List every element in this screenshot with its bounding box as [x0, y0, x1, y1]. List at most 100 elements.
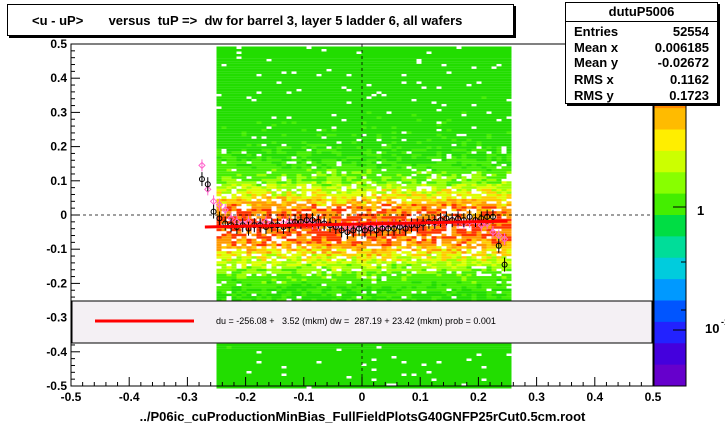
density-cell	[396, 246, 402, 249]
density-cell	[266, 228, 272, 232]
density-cell	[291, 168, 297, 172]
density-cell	[216, 151, 222, 154]
density-cell	[311, 116, 317, 119]
density-cell	[341, 298, 347, 302]
density-cell	[391, 288, 397, 292]
density-cell	[246, 83, 252, 87]
density-cell	[301, 171, 307, 174]
density-cell	[226, 358, 232, 361]
density-cell	[356, 376, 362, 379]
density-cell	[266, 296, 272, 299]
density-cell	[246, 368, 252, 371]
density-cell	[381, 361, 387, 364]
density-cell	[336, 233, 342, 237]
density-cell	[296, 173, 302, 177]
density-cell	[396, 131, 402, 134]
density-cell	[386, 208, 392, 212]
density-cell	[306, 118, 312, 122]
density-cell	[361, 378, 367, 381]
density-cell	[276, 121, 282, 124]
density-cell	[371, 73, 377, 77]
density-cell	[326, 54, 332, 57]
density-cell	[311, 358, 317, 361]
density-cell	[386, 46, 392, 49]
density-cell	[366, 201, 372, 204]
density-cell	[316, 98, 322, 102]
density-cell	[216, 238, 222, 242]
density-cell	[266, 123, 272, 127]
density-cell	[236, 54, 242, 57]
density-cell	[406, 193, 412, 197]
density-cell	[241, 196, 247, 199]
density-cell	[341, 351, 347, 354]
density-cell	[361, 128, 367, 132]
density-cell	[256, 168, 262, 172]
density-cell	[361, 346, 367, 349]
density-cell	[281, 83, 287, 87]
density-cell	[371, 293, 377, 297]
density-cell	[296, 86, 302, 89]
density-cell	[331, 371, 337, 374]
density-cell	[406, 371, 412, 374]
density-cell	[336, 93, 342, 97]
density-cell	[336, 76, 342, 79]
density-cell	[336, 366, 342, 369]
density-cell	[236, 78, 242, 82]
density-cell	[381, 243, 387, 247]
density-cell	[406, 133, 412, 137]
density-cell	[331, 63, 337, 67]
density-cell	[261, 108, 267, 112]
density-cell	[301, 228, 307, 232]
density-cell	[396, 141, 402, 144]
density-cell	[256, 206, 262, 209]
density-cell	[311, 188, 317, 192]
density-cell	[296, 293, 302, 297]
density-cell	[381, 211, 387, 214]
density-cell	[221, 371, 227, 374]
density-cell	[341, 98, 347, 102]
density-cell	[316, 263, 322, 267]
density-cell	[281, 126, 287, 129]
density-cell	[356, 71, 362, 74]
density-cell	[241, 353, 247, 356]
density-cell	[406, 288, 412, 292]
density-cell	[296, 196, 302, 199]
density-cell	[356, 54, 362, 57]
density-cell	[246, 238, 252, 242]
density-cell	[276, 193, 282, 197]
density-cell	[366, 281, 372, 284]
density-cell	[341, 83, 347, 87]
density-cell	[231, 103, 237, 107]
density-cell	[346, 346, 352, 349]
density-cell	[351, 263, 357, 267]
density-cell	[371, 49, 377, 52]
density-cell	[371, 176, 377, 179]
density-cell	[401, 166, 407, 169]
density-cell	[246, 253, 252, 257]
density-cell	[361, 196, 367, 199]
density-cell	[391, 373, 397, 376]
density-cell	[351, 61, 357, 64]
density-cell	[401, 178, 407, 182]
density-cell	[261, 54, 267, 57]
density-cell	[326, 353, 332, 356]
density-cell	[321, 276, 327, 279]
density-cell	[331, 61, 337, 64]
density-cell	[401, 191, 407, 194]
density-cell	[406, 126, 412, 129]
density-cell	[266, 208, 272, 212]
density-cell	[321, 58, 327, 62]
density-cell	[331, 146, 337, 149]
density-cell	[361, 356, 367, 359]
density-cell	[281, 298, 287, 302]
density-cell	[311, 98, 317, 102]
density-cell	[391, 171, 397, 174]
density-cell	[286, 296, 292, 299]
density-cell	[246, 63, 252, 67]
density-cell	[291, 136, 297, 139]
density-cell	[326, 231, 332, 234]
density-cell	[271, 281, 277, 284]
density-cell	[401, 158, 407, 162]
density-cell	[291, 58, 297, 62]
density-cell	[366, 166, 372, 169]
